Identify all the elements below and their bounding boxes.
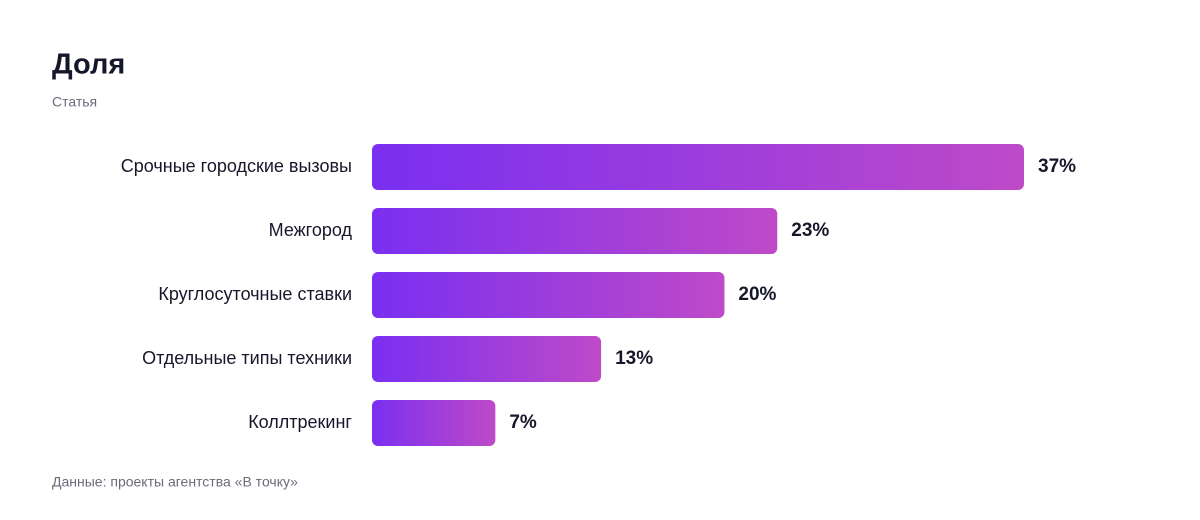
category-label: Круглосуточные ставки — [158, 284, 352, 304]
chart-title: Доля — [52, 49, 125, 81]
category-label: Коллтрекинг — [248, 412, 352, 432]
value-label: 13% — [615, 348, 653, 369]
category-label: Срочные городские вызовы — [121, 156, 352, 176]
value-label: 37% — [1038, 156, 1076, 177]
category-label: Межгород — [269, 220, 353, 240]
category-label: Отдельные типы техники — [142, 348, 352, 368]
value-label: 7% — [509, 412, 537, 433]
bar — [372, 144, 1024, 190]
bar — [372, 400, 496, 446]
bar — [372, 208, 778, 254]
bar — [372, 272, 725, 318]
value-label: 20% — [738, 284, 776, 305]
source-note: Данные: проекты агентства «В точку» — [52, 474, 298, 490]
bar — [372, 336, 602, 382]
chart-subtitle: Статья — [52, 94, 97, 110]
value-label: 23% — [791, 220, 829, 241]
